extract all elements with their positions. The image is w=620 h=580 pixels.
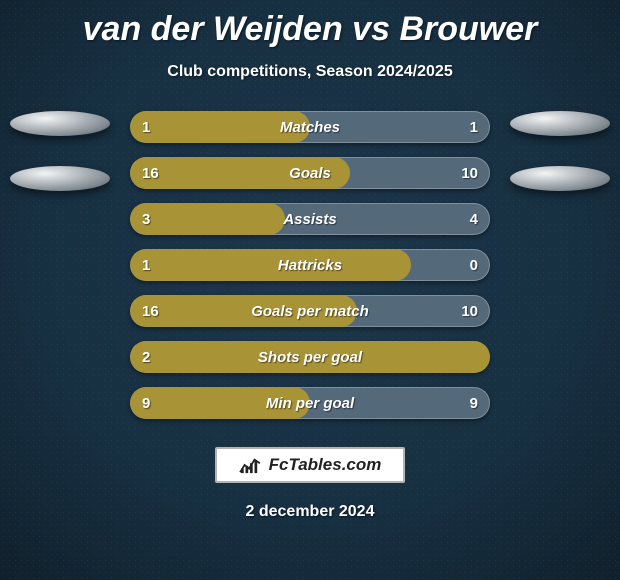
- stat-fill: [130, 295, 357, 327]
- chart-icon: [239, 456, 261, 474]
- stat-value-right: 4: [470, 203, 478, 235]
- player-left-avatars: [10, 111, 110, 191]
- stat-fill: [130, 157, 350, 189]
- stat-row: 9Min per goal9: [130, 387, 490, 419]
- avatar-placeholder: [510, 166, 610, 191]
- stat-fill: [130, 249, 411, 281]
- stat-value-right: 1: [470, 111, 478, 143]
- avatar-placeholder: [510, 111, 610, 136]
- stat-row: 16Goals per match10: [130, 295, 490, 327]
- stat-row: 2Shots per goal: [130, 341, 490, 373]
- stat-fill: [130, 341, 490, 373]
- comparison-chart: 1Matches1 16Goals10 3Assists4 1Hattricks0 16…: [0, 111, 620, 419]
- stat-fill: [130, 111, 310, 143]
- stat-row: 1Matches1: [130, 111, 490, 143]
- player-right-avatars: [510, 111, 610, 191]
- stat-row: 1Hattricks0: [130, 249, 490, 281]
- stat-value-right: 10: [461, 157, 478, 189]
- stat-row: 3Assists4: [130, 203, 490, 235]
- stat-fill: [130, 387, 310, 419]
- stat-value-right: 0: [470, 249, 478, 281]
- date-text: 2 december 2024: [246, 503, 375, 521]
- stat-value-right: 10: [461, 295, 478, 327]
- brand-box: FcTables.com: [215, 447, 406, 483]
- stat-fill: [130, 203, 285, 235]
- stat-row: 16Goals10: [130, 157, 490, 189]
- stat-value-right: 9: [470, 387, 478, 419]
- avatar-placeholder: [10, 111, 110, 136]
- comparison-subtitle: Club competitions, Season 2024/2025: [167, 63, 452, 81]
- comparison-title: van der Weijden vs Brouwer: [83, 10, 538, 49]
- avatar-placeholder: [10, 166, 110, 191]
- brand-text: FcTables.com: [269, 455, 382, 475]
- stat-bars: 1Matches1 16Goals10 3Assists4 1Hattricks0 16…: [130, 111, 490, 419]
